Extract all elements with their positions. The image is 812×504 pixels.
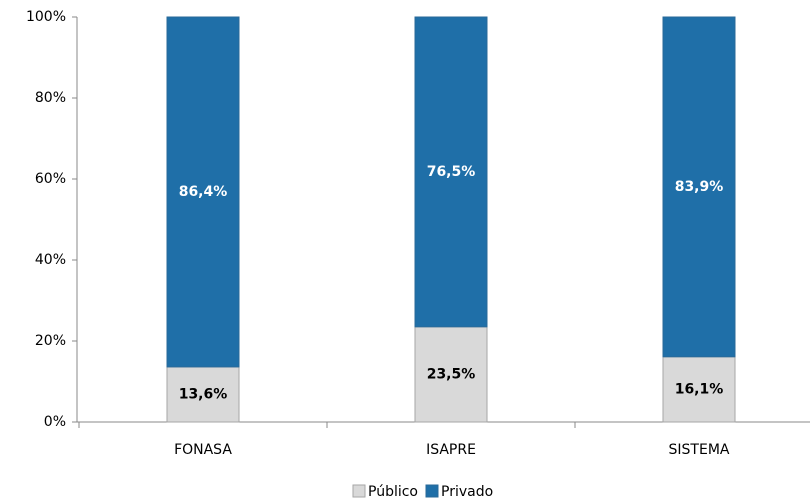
x-tick-label: FONASA xyxy=(174,442,232,458)
y-tick-label: 100% xyxy=(26,9,66,25)
legend-label: Privado xyxy=(441,484,493,500)
data-label: 76,5% xyxy=(427,164,476,180)
data-label: 13,6% xyxy=(179,386,228,402)
bar-segment xyxy=(166,16,240,368)
x-tick-label: SISTEMA xyxy=(669,442,730,458)
data-label: 83,9% xyxy=(675,179,724,195)
bar-segment xyxy=(414,16,488,328)
y-tick-label: 0% xyxy=(44,414,66,430)
data-label: 86,4% xyxy=(179,184,228,200)
data-label: 16,1% xyxy=(675,381,724,397)
x-tick-label: ISAPRE xyxy=(426,442,476,458)
bar-segment xyxy=(166,366,240,423)
legend-label: Público xyxy=(368,484,418,500)
bar-segment xyxy=(414,326,488,423)
y-tick-label: 80% xyxy=(35,90,66,106)
bar-segment xyxy=(662,356,736,423)
y-tick-label: 20% xyxy=(35,333,66,349)
legend-swatch xyxy=(425,484,439,498)
legend-swatch xyxy=(352,484,366,498)
data-label: 23,5% xyxy=(427,366,476,382)
bar-segment xyxy=(662,16,736,358)
y-tick-label: 40% xyxy=(35,252,66,268)
y-tick-label: 60% xyxy=(35,171,66,187)
